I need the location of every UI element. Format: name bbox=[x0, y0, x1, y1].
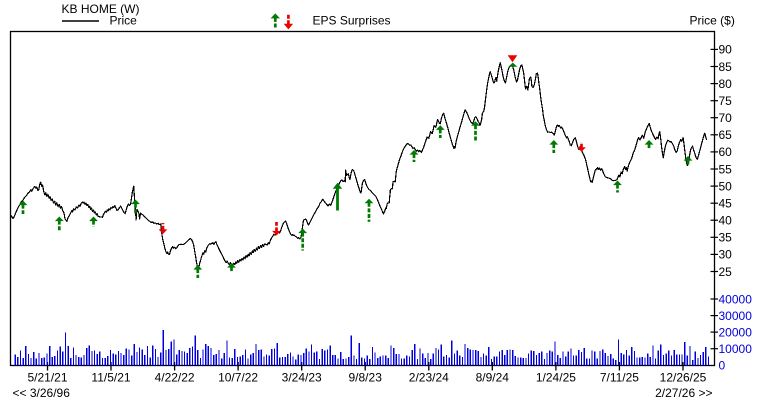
svg-text:80: 80 bbox=[719, 77, 733, 91]
svg-text:9/8/23: 9/8/23 bbox=[349, 370, 383, 384]
svg-text:7/11/25: 7/11/25 bbox=[600, 370, 639, 384]
svg-text:75: 75 bbox=[719, 94, 733, 108]
svg-text:60: 60 bbox=[719, 145, 733, 159]
svg-text:30000: 30000 bbox=[719, 309, 753, 323]
svg-text:11/5/21: 11/5/21 bbox=[91, 370, 130, 384]
svg-text:Price ($): Price ($) bbox=[690, 14, 735, 28]
svg-text:10/7/22: 10/7/22 bbox=[218, 370, 258, 384]
svg-text:KB HOME (W): KB HOME (W) bbox=[62, 2, 140, 16]
svg-text:40: 40 bbox=[719, 214, 733, 228]
svg-text:Price: Price bbox=[110, 14, 138, 28]
svg-text:1/24/25: 1/24/25 bbox=[536, 370, 576, 384]
svg-text:30: 30 bbox=[719, 248, 733, 262]
svg-text:85: 85 bbox=[719, 60, 733, 74]
svg-text:2/23/24: 2/23/24 bbox=[409, 370, 449, 384]
svg-text:70: 70 bbox=[719, 111, 733, 125]
svg-text:25: 25 bbox=[719, 265, 733, 279]
svg-text:65: 65 bbox=[719, 128, 733, 142]
svg-text:50: 50 bbox=[719, 179, 733, 193]
svg-text:4/22/22: 4/22/22 bbox=[155, 370, 195, 384]
svg-text:55: 55 bbox=[719, 162, 733, 176]
svg-text:35: 35 bbox=[719, 231, 733, 245]
svg-text:10000: 10000 bbox=[719, 342, 753, 356]
svg-text:90: 90 bbox=[719, 43, 733, 57]
svg-text:8/9/24: 8/9/24 bbox=[476, 370, 510, 384]
svg-text:<< 3/26/96: << 3/26/96 bbox=[13, 386, 71, 400]
svg-text:12/26/25: 12/26/25 bbox=[660, 370, 707, 384]
svg-text:5/21/21: 5/21/21 bbox=[27, 370, 67, 384]
svg-text:EPS Surprises: EPS Surprises bbox=[313, 14, 391, 28]
svg-text:0: 0 bbox=[719, 359, 726, 373]
svg-text:2/27/26 >>: 2/27/26 >> bbox=[655, 386, 712, 400]
svg-text:40000: 40000 bbox=[719, 292, 753, 306]
svg-text:20000: 20000 bbox=[719, 325, 753, 339]
svg-text:3/24/23: 3/24/23 bbox=[282, 370, 322, 384]
svg-text:45: 45 bbox=[719, 197, 733, 211]
